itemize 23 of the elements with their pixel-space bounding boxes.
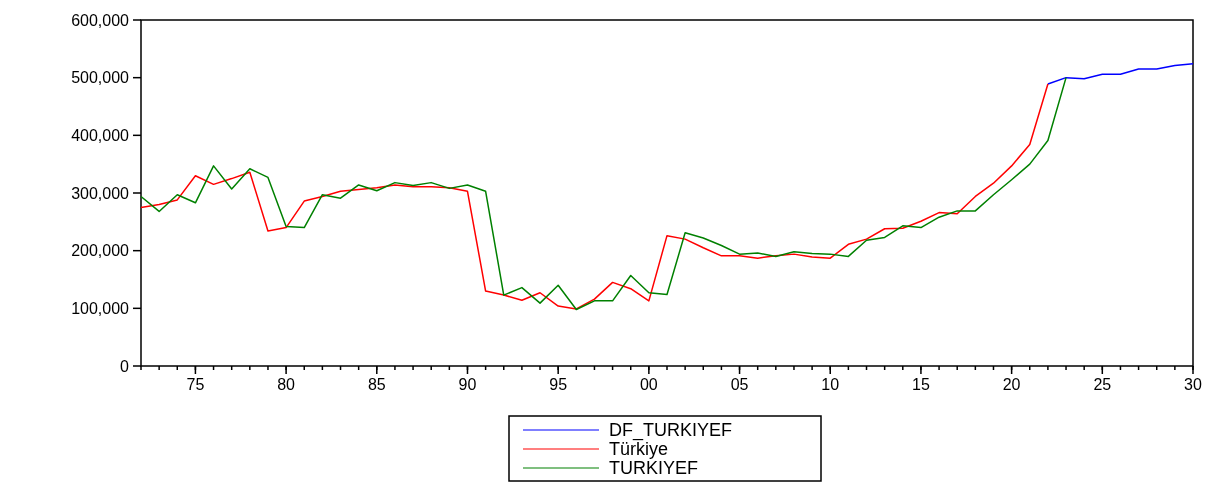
y-tick-label: 100,000 xyxy=(71,299,130,317)
x-tick-label: 95 xyxy=(549,376,568,393)
x-tick-label: 90 xyxy=(458,376,477,393)
x-tick-label: 20 xyxy=(1002,376,1021,393)
x-tick-label: 30 xyxy=(1184,376,1202,393)
y-tick-label: 0 xyxy=(120,357,130,375)
x-tick-label: 00 xyxy=(639,376,658,393)
x-tick-label: 85 xyxy=(367,376,386,393)
y-tick-label: 500,000 xyxy=(71,69,130,87)
x-tick-label: 80 xyxy=(277,376,296,393)
legend-label: TURKIYEF xyxy=(609,458,699,479)
x-tick-label: 25 xyxy=(1093,376,1112,393)
legend-label: Türkiye xyxy=(609,439,669,460)
legend-label: DF_TURKIYEF xyxy=(609,420,733,442)
x-tick-label: 75 xyxy=(186,376,205,393)
y-tick-label: 600,000 xyxy=(71,11,130,29)
x-tick-label: 10 xyxy=(821,376,840,393)
x-tick-label: 15 xyxy=(912,376,930,393)
x-tick-label: 05 xyxy=(730,376,749,393)
y-tick-label: 400,000 xyxy=(71,126,130,144)
y-tick-label: 300,000 xyxy=(71,184,130,202)
line-series xyxy=(1047,63,1194,85)
y-tick-label: 200,000 xyxy=(71,242,130,260)
